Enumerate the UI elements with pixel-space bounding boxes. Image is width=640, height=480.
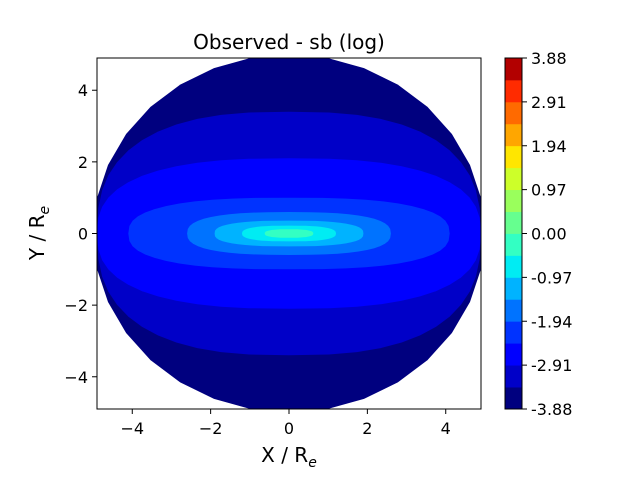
colorbar-segment: [505, 101, 522, 125]
colorbar-segment: [505, 79, 522, 103]
x-axis-label-subscript: e: [308, 455, 317, 471]
y-tick-label: 0: [78, 225, 88, 244]
plot-area: [96, 57, 482, 410]
colorbar-tick-label: -2.91: [531, 356, 572, 375]
contour-layer: [97, 58, 481, 409]
colorbar-segment: [505, 167, 522, 191]
colorbar-tick-label: 0.00: [531, 225, 567, 244]
colorbar-segment: [505, 145, 522, 169]
y-tick-label: 4: [78, 81, 88, 100]
y-tick-label: 2: [78, 153, 88, 172]
x-axis-label-main: X / R: [261, 443, 308, 467]
colorbar-segment: [505, 277, 522, 300]
colorbar: 3.88 2.91 1.94 0.97 0.00 -0.97 -1.94 -2.91 -3.88: [504, 49, 572, 419]
colorbar-tick-label: 2.91: [531, 93, 567, 112]
contour-region-7: [264, 229, 314, 238]
y-tick-label: −2: [64, 296, 88, 315]
colorbar-ticks: 3.88 2.91 1.94 0.97 0.00 -0.97 -1.94 -2.91 -3.88: [522, 49, 572, 419]
colorbar-segment: [505, 299, 522, 322]
x-axis-ticks: −4 −2 0 2 4: [120, 409, 451, 438]
colorbar-segment: [505, 58, 522, 81]
colorbar-segment: [505, 255, 522, 278]
colorbar-tick-label: -1.94: [531, 312, 572, 331]
colorbar-segment: [505, 211, 522, 234]
colorbar-segment: [505, 387, 522, 410]
x-tick-label: 4: [441, 419, 451, 438]
colorbar-tick-label: -3.88: [531, 400, 572, 419]
colorbar-segment: [505, 365, 522, 388]
colorbar-tick-label: -0.97: [531, 268, 572, 287]
x-axis-label: X / Re: [261, 443, 317, 471]
colorbar-tick-label: 1.94: [531, 137, 567, 156]
chart-title: Observed - sb (log): [193, 30, 385, 54]
y-axis-label-main: Y / R: [25, 214, 49, 261]
y-axis-label-subscript: e: [37, 206, 53, 215]
colorbar-segment: [505, 189, 522, 212]
colorbar-segment: [505, 321, 522, 344]
colorbar-segments: [505, 58, 522, 410]
y-axis-ticks: −4 −2 0 2 4: [64, 81, 97, 387]
x-tick-label: 0: [284, 419, 294, 438]
x-tick-label: 2: [362, 419, 372, 438]
contour-regions: [97, 58, 481, 409]
colorbar-segment: [505, 233, 522, 256]
colorbar-segment: [505, 343, 522, 366]
x-tick-label: −2: [199, 419, 223, 438]
colorbar-tick-label: 3.88: [531, 49, 567, 68]
y-axis-label: Y / Re: [25, 206, 53, 261]
colorbar-tick-label: 0.97: [531, 181, 567, 200]
y-tick-label: −4: [64, 368, 88, 387]
colorbar-segment: [505, 123, 522, 147]
x-tick-label: −4: [120, 419, 144, 438]
